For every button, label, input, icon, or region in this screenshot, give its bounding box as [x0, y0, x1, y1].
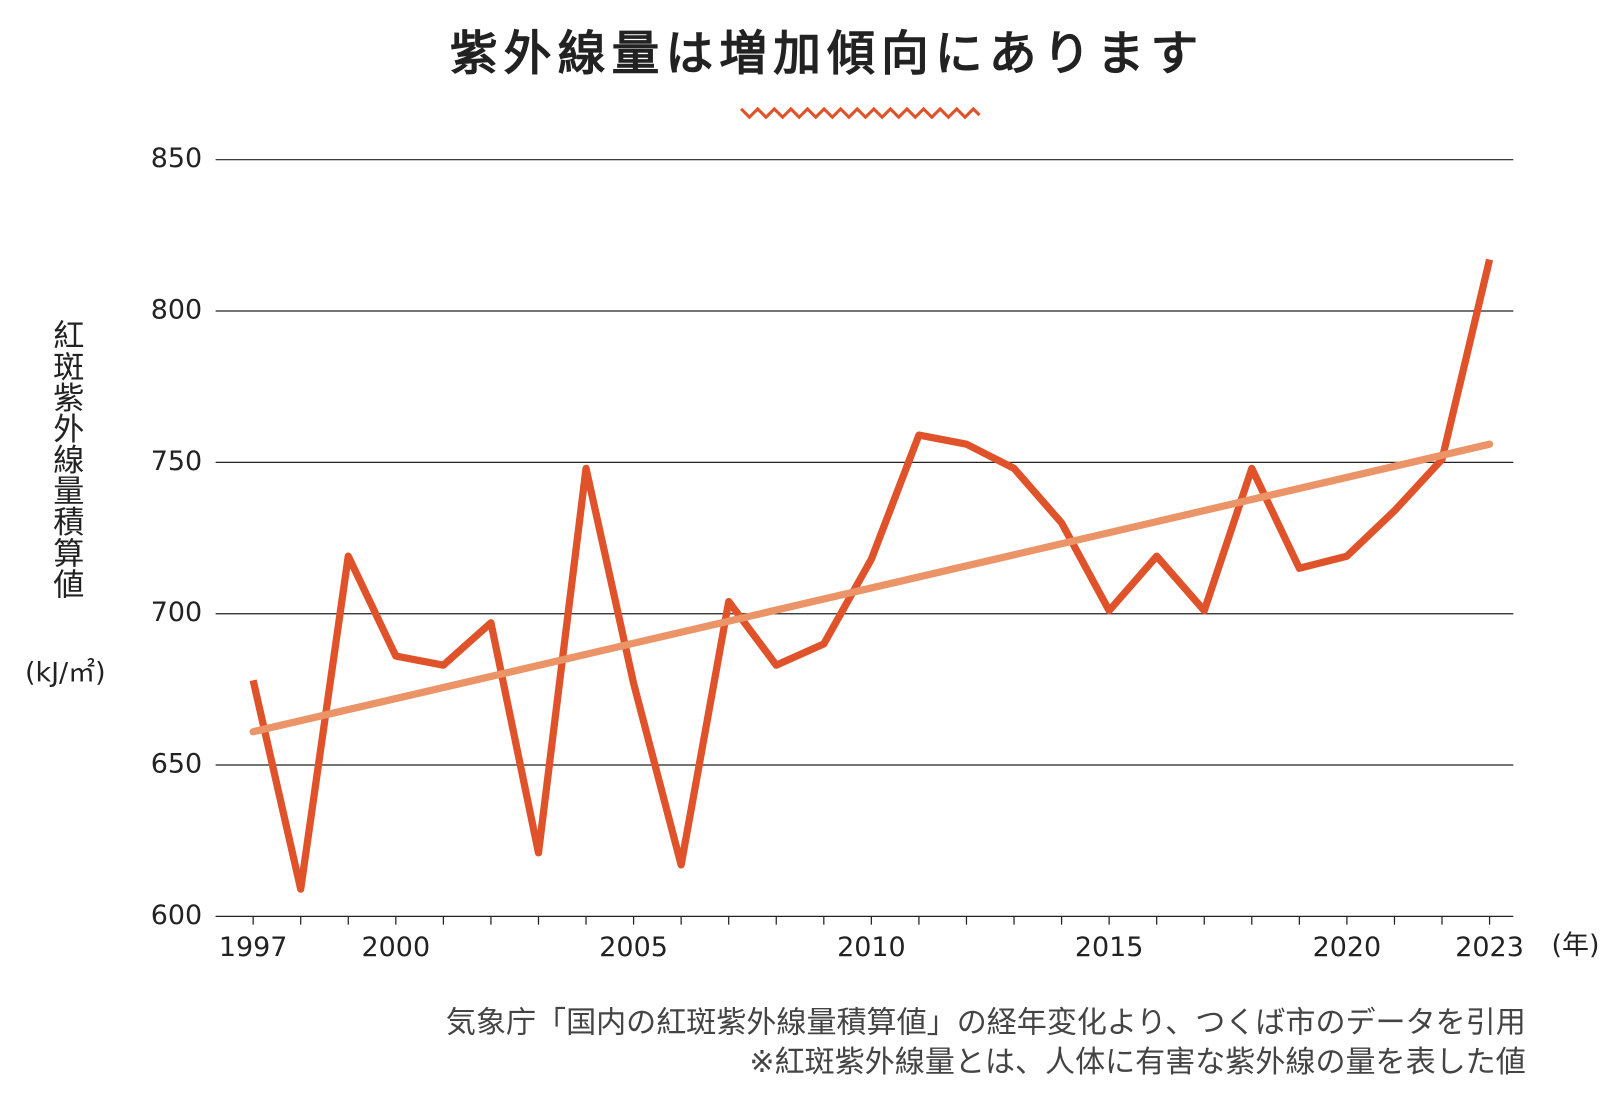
trend-line	[249, 440, 1494, 736]
y-tick-label: 650	[151, 749, 202, 780]
x-tick-label: 2020	[1313, 932, 1382, 963]
x-tick-label: 1997	[219, 932, 288, 963]
x-tick-label: 2005	[599, 932, 668, 963]
y-tick-label: 600	[151, 900, 202, 931]
x-tick-label: 2000	[362, 932, 431, 963]
data-line	[249, 258, 1494, 893]
definition-note: ※紅斑紫外線量とは、人体に有害な紫外線の量を表した値	[749, 1045, 1525, 1080]
y-tick-label: 800	[151, 295, 202, 326]
x-tick-label: 2010	[837, 932, 906, 963]
y-tick-label: 850	[151, 143, 202, 174]
y-axis-unit: (kJ/㎡)	[25, 657, 106, 688]
y-tick-label: 750	[151, 446, 202, 477]
chart-title: 紫外線量は増加傾向にあります	[450, 27, 1204, 82]
x-axis-unit: (年)	[1552, 930, 1600, 961]
y-tick-label: 700	[151, 597, 202, 628]
y-axis-label: 紅斑紫外線量積算値	[47, 319, 84, 599]
x-tick-label: 2023	[1455, 932, 1524, 963]
source-note: 気象庁「国内の紅斑紫外線量積算値」の経年変化より、つくば市のデータを引用	[446, 1006, 1526, 1041]
title-decoration	[740, 106, 981, 120]
x-tick-label: 2015	[1075, 932, 1144, 963]
